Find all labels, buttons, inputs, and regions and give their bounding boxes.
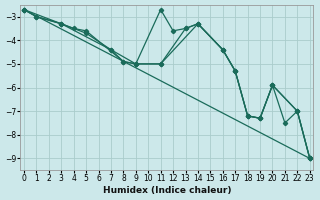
X-axis label: Humidex (Indice chaleur): Humidex (Indice chaleur) [103,186,231,195]
